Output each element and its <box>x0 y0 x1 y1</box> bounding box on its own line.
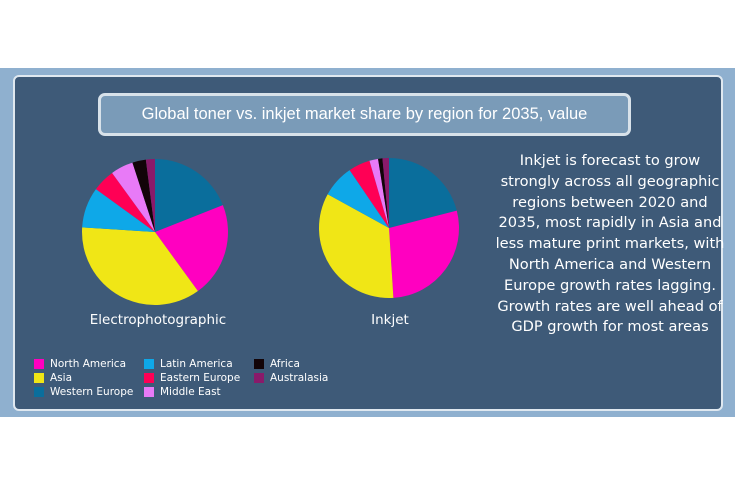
legend-label: Eastern Europe <box>160 371 241 384</box>
pie-slice-north-america <box>155 205 229 292</box>
chart-title-box: Global toner vs. inkjet market share by … <box>98 93 631 136</box>
legend-swatch <box>254 358 264 369</box>
pie-slice-north-america <box>389 210 459 298</box>
pie-slice-australasia <box>382 158 389 228</box>
legend-label: Latin America <box>160 357 233 370</box>
pie-label-electrophotographic: Electrophotographic <box>89 312 227 328</box>
pie-slice-asia <box>319 194 394 298</box>
pie-slice-latin-america <box>82 189 155 232</box>
pie-slice-western-europe <box>389 158 457 228</box>
legend: North America Asia Western Europe Latin … <box>34 357 354 403</box>
pie-slice-asia <box>82 227 198 305</box>
legend-item-north-america: North America <box>34 357 126 370</box>
legend-item-africa: Africa <box>254 357 300 370</box>
legend-label: Western Europe <box>50 385 134 398</box>
legend-swatch <box>144 358 154 369</box>
legend-item-eastern-europe: Eastern Europe <box>144 371 240 384</box>
legend-swatch <box>144 386 154 397</box>
legend-swatch <box>254 372 264 383</box>
legend-label: Africa <box>270 357 300 370</box>
legend-swatch <box>34 372 44 383</box>
pie-electrophotographic <box>82 159 229 305</box>
pie-slice-australasia <box>145 159 155 232</box>
legend-item-australasia: Australasia <box>254 371 328 384</box>
pie-slice-africa <box>378 158 389 228</box>
chart-title: Global toner vs. inkjet market share by … <box>141 105 588 123</box>
legend-item-latin-america: Latin America <box>144 357 233 370</box>
pie-slice-africa <box>132 159 155 232</box>
legend-label: Middle East <box>160 385 221 398</box>
pie-slice-middle-east <box>112 162 155 232</box>
legend-swatch <box>144 372 154 383</box>
legend-item-western-europe: Western Europe <box>34 385 133 398</box>
legend-swatch <box>34 386 44 397</box>
pie-slice-western-europe <box>155 159 223 232</box>
legend-label: Asia <box>50 371 73 384</box>
pie-label-inkjet: Inkjet <box>371 312 409 328</box>
commentary-text: Inkjet is forecast to grow strongly acro… <box>495 152 725 336</box>
legend-item-asia: Asia <box>34 371 72 384</box>
pie-slice-eastern-europe <box>95 172 155 232</box>
legend-item-middle-east: Middle East <box>144 385 221 398</box>
pie-inkjet <box>319 158 459 298</box>
legend-label: Australasia <box>270 371 329 384</box>
legend-label: North America <box>50 357 127 370</box>
pie-slice-eastern-europe <box>349 160 389 228</box>
pie-slice-latin-america <box>327 170 389 228</box>
legend-swatch <box>34 358 44 369</box>
pie-slice-middle-east <box>369 158 389 228</box>
